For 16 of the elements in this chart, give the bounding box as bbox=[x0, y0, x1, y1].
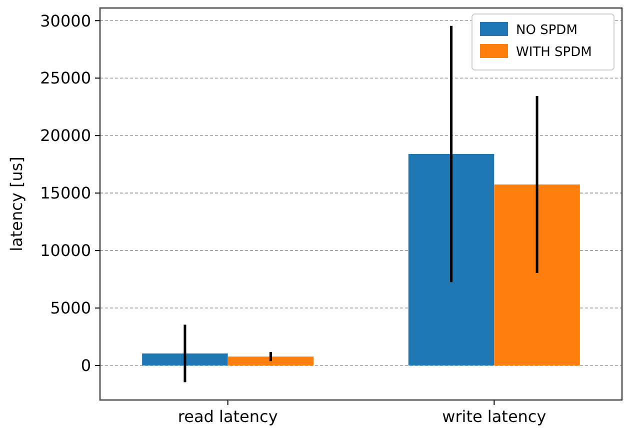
x-tick-label: read latency bbox=[178, 407, 278, 426]
y-tick-label: 25000 bbox=[40, 68, 91, 88]
bar bbox=[408, 154, 494, 366]
y-tick-label: 20000 bbox=[40, 126, 91, 146]
y-tick-label: 0 bbox=[80, 356, 91, 376]
bar bbox=[228, 356, 314, 366]
y-tick-label: 5000 bbox=[50, 298, 91, 318]
y-tick-label: 30000 bbox=[40, 11, 91, 30]
legend-label: WITH SPDM bbox=[516, 45, 592, 60]
x-tick-label: write latency bbox=[442, 407, 546, 426]
y-tick-label: 10000 bbox=[40, 241, 91, 260]
bar bbox=[494, 184, 580, 366]
legend-label: NO SPDM bbox=[516, 23, 578, 38]
y-tick-label: 15000 bbox=[40, 184, 91, 203]
y-axis-title: latency [us] bbox=[7, 156, 26, 252]
bar bbox=[142, 353, 228, 366]
